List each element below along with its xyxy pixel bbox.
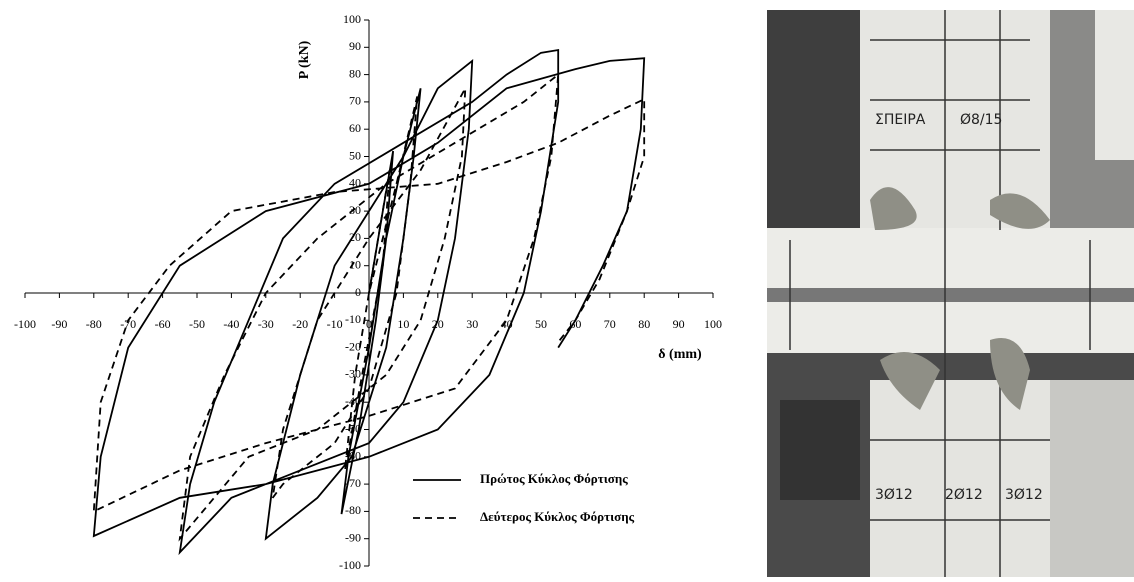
x-tick-label: -40	[223, 317, 239, 331]
legend-label: Δεύτερος Κύκλος Φόρτισης	[480, 509, 635, 524]
x-tick-label: -50	[189, 317, 205, 331]
x-tick-label: -80	[86, 317, 102, 331]
y-tick-label: 100	[343, 12, 361, 26]
radiator	[780, 400, 860, 500]
specimen-photo: ΣΠΕΙΡΑ Ø8/15 3Ø12 2Ø12 3Ø12	[767, 10, 1134, 577]
steel-rod	[767, 288, 1134, 302]
x-tick-label: -20	[292, 317, 308, 331]
y-tick-label: 0	[355, 285, 361, 299]
y-tick-label: -10	[345, 312, 361, 326]
figure: ΣΠΕΙΡΑ Ø8/15 3Ø12 2Ø12 3Ø12 P (kN) δ (mm…	[0, 0, 1134, 577]
photo-shadow	[767, 10, 862, 230]
y-tick-label: 50	[349, 148, 361, 162]
photo-label: Ø8/15	[960, 112, 1002, 128]
x-tick-label: 30	[466, 317, 478, 331]
legend-label: Πρώτος Κύκλος Φόρτισης	[480, 471, 628, 486]
photo-floor	[1050, 380, 1134, 577]
y-tick-label: 90	[349, 39, 361, 53]
x-tick-label: -30	[258, 317, 274, 331]
y-tick-label: 70	[349, 94, 361, 108]
photo-label: 3Ø12	[1005, 487, 1043, 503]
x-tick-label: 10	[397, 317, 409, 331]
y-tick-label: 60	[349, 121, 361, 135]
x-tick-label: -60	[155, 317, 171, 331]
page: {"chart_data": { "type": "line", "x_labe…	[0, 0, 1134, 577]
photo-gauge	[1095, 10, 1134, 160]
y-tick-label: -30	[345, 367, 361, 381]
y-tick-label: -100	[339, 558, 361, 572]
y-axis-label: P (kN)	[297, 40, 312, 79]
x-tick-label: 80	[638, 317, 650, 331]
x-tick-label: -90	[51, 317, 67, 331]
photo-label: 2Ø12	[945, 487, 983, 503]
x-tick-label: -100	[14, 317, 36, 331]
x-tick-label: 100	[704, 317, 722, 331]
x-tick-label: 70	[604, 317, 616, 331]
x-axis-label: δ (mm)	[658, 347, 702, 362]
y-tick-label: -80	[345, 503, 361, 517]
y-tick-label: 10	[349, 257, 361, 271]
lower-column	[870, 380, 1050, 577]
y-tick-label: -90	[345, 530, 361, 544]
y-tick-label: -20	[345, 339, 361, 353]
x-tick-label: 50	[535, 317, 547, 331]
y-tick-label: 80	[349, 66, 361, 80]
photo-label: ΣΠΕΙΡΑ	[875, 112, 926, 128]
x-tick-label: -10	[327, 317, 343, 331]
x-tick-label: 90	[673, 317, 685, 331]
photo-label: 3Ø12	[875, 487, 913, 503]
